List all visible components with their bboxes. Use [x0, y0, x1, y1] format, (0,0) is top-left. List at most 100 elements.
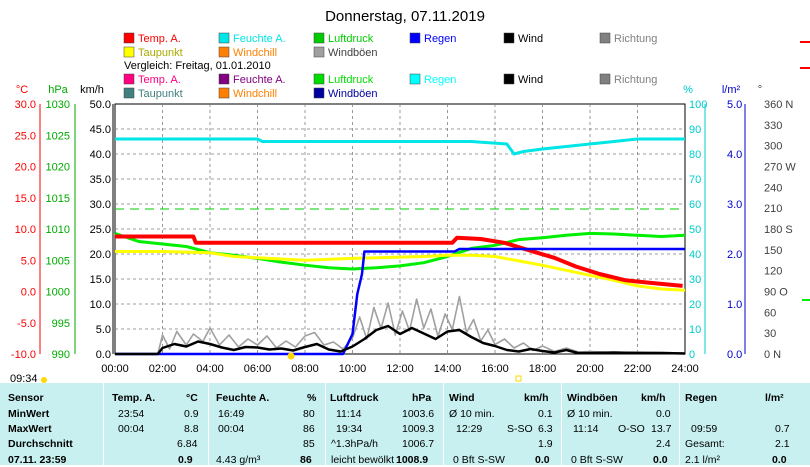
series-line-regen [115, 247, 685, 356]
axis-unit-direction: ° [758, 84, 762, 96]
wind-tick-label: 15.0 [90, 274, 111, 286]
temp-tick-label: 5.0 [21, 255, 36, 267]
stats-min-label: MinWert [8, 408, 50, 420]
direction-tick-label: 330 [764, 120, 782, 132]
time-marker-label: 09:34 [10, 373, 38, 383]
stats-min-wind-time: Ø 10 min. [449, 408, 495, 420]
direction-tick-label: 60 [764, 307, 776, 319]
stats-min-gust-time: Ø 10 min. [567, 408, 613, 420]
legend-current-swatch-1 [218, 32, 230, 44]
x-tick-label: 00:00 [101, 363, 129, 375]
x-tick-label: 14:00 [434, 363, 462, 375]
legend-current-label-2: Luftdruck [328, 33, 374, 45]
stats-avg-press: 1006.7 [402, 438, 435, 450]
stats-header-press-unit: hPa [412, 392, 432, 404]
stats-avg-label: Durchschnitt [8, 438, 73, 450]
series-line-feuchte-a- [115, 137, 685, 156]
stats-max-temp: 8.8 [184, 423, 199, 435]
axis-unit-pressure: hPa [48, 84, 68, 96]
legend-current-swatch-7 [218, 46, 230, 58]
rain-tick-label: 4.0 [727, 149, 742, 161]
axis-unit-temp: °C [16, 84, 28, 96]
legend-current-swatch-8 [313, 46, 325, 58]
humidity-tick-label: 20 [689, 299, 701, 311]
series-line-wind [115, 324, 686, 356]
legend-current-label-1: Feuchte A. [233, 33, 286, 45]
legend-compare-label-7: Windchill [233, 88, 277, 100]
stats-current-gust: 0.0 [653, 454, 668, 466]
stats-current-hum: 86 [300, 454, 312, 466]
stats-header-gust: Windböen [567, 392, 618, 404]
temp-tick-label: -5.0 [17, 318, 36, 330]
temp-tick-label: 25.0 [15, 130, 36, 142]
x-tick-label: 12:00 [386, 363, 414, 375]
legend-compare-label-1: Feuchte A. [233, 74, 286, 86]
pressure-tick-label: 1005 [46, 255, 70, 267]
stats-header-hum: Feuchte A. [216, 392, 270, 404]
stats-min-wind: 0.1 [538, 408, 553, 420]
x-tick-label: 06:00 [244, 363, 272, 375]
legend-compare-label-4: Wind [518, 74, 543, 86]
stats-max-press: 1009.3 [402, 423, 435, 435]
legend-current-label-3: Regen [424, 33, 456, 45]
sunrise-marker [287, 352, 295, 360]
legend-compare-swatch-3 [409, 73, 421, 85]
x-tick-label: 10:00 [339, 363, 367, 375]
stats-header-wind-unit: km/h [524, 392, 549, 404]
legend-compare-swatch-5 [599, 73, 611, 85]
series-line-taupunkt [115, 250, 686, 292]
stats-header-gust-unit: km/h [641, 392, 666, 404]
legend-compare-label-0: Temp. A. [138, 74, 181, 86]
temp-tick-label: 10.0 [15, 224, 36, 236]
stats-header-rain: Regen [685, 392, 718, 404]
direction-tick-label: 0 N [764, 349, 781, 361]
stats-avg-press-trend: ^1.3hPa/h [331, 438, 378, 450]
x-tick-label: 24:00 [671, 363, 699, 375]
temp-tick-label: 15.0 [15, 193, 36, 205]
stats-min-press-time: 11:14 [336, 408, 362, 420]
stats-max-temp-time: 00:04 [118, 423, 145, 435]
stats-max-hum-time: 00:04 [218, 423, 245, 435]
stats-min-press: 1003.6 [402, 408, 435, 420]
rain-tick-label: 5.0 [727, 99, 742, 111]
humidity-tick-label: 10 [689, 324, 701, 336]
stats-max-hum: 86 [303, 423, 315, 435]
wind-tick-label: 45.0 [90, 124, 111, 136]
weather-chart: Donnerstag, 07.11.2019 Temp. A. Feuchte A.… [10, 8, 810, 383]
axis-unit-humidity: % [683, 84, 693, 96]
humidity-tick-label: 70 [689, 174, 701, 186]
stats-current-forecast: leicht bewölkt [331, 454, 395, 466]
chart-title: Donnerstag, 07.11.2019 [325, 8, 485, 25]
pressure-tick-label: 1010 [46, 224, 70, 236]
legend-current-label-6: Taupunkt [138, 47, 183, 59]
legend-compare-label-2: Luftdruck [328, 74, 374, 86]
legend-compare-swatch-6 [123, 87, 135, 99]
axis-unit-wind: km/h [80, 84, 104, 96]
wind-tick-label: 0.0 [96, 349, 111, 361]
humidity-tick-label: 40 [689, 249, 701, 261]
x-tick-label: 04:00 [196, 363, 224, 375]
stats-current-rain: 0.0 [772, 454, 787, 466]
x-tick-label: 20:00 [576, 363, 604, 375]
wind-tick-label: 20.0 [90, 249, 111, 261]
direction-tick-label: 120 [764, 266, 782, 278]
legend-compare-label-5: Richtung [614, 74, 657, 86]
wind-tick-label: 5.0 [96, 324, 111, 336]
stats-current-press: 1008.9 [396, 454, 429, 466]
legend-current-label-7: Windchill [233, 47, 277, 59]
pressure-tick-label: 1030 [46, 99, 70, 111]
wind-tick-label: 40.0 [90, 149, 111, 161]
stats-min-hum-time: 16:49 [218, 408, 245, 420]
direction-tick-label: 90 O [764, 287, 788, 299]
legend-compare-label-6: Taupunkt [138, 88, 183, 100]
stats-header-wind: Wind [449, 392, 475, 404]
stats-max-rain-time: 09:59 [691, 423, 718, 435]
wind-tick-label: 35.0 [90, 174, 111, 186]
stats-min-temp: 0.9 [184, 408, 199, 420]
humidity-tick-label: 90 [689, 124, 701, 136]
stats-max-wind: 6.3 [538, 423, 553, 435]
legend-current-swatch-3 [409, 32, 421, 44]
pressure-tick-label: 1000 [46, 287, 70, 299]
rain-tick-label: 1.0 [727, 299, 742, 311]
stats-max-rain: 0.7 [775, 423, 790, 435]
